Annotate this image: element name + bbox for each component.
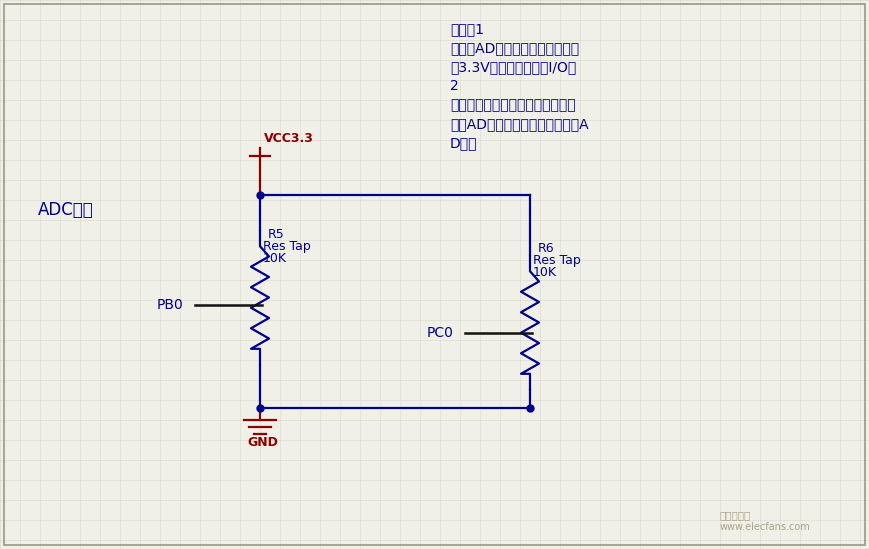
Text: Res Tap: Res Tap	[263, 240, 311, 253]
Text: www.elecfans.com: www.elecfans.com	[720, 522, 811, 532]
Text: 个的AD采样，也可以完成双通道A: 个的AD采样，也可以完成双通道A	[450, 117, 588, 131]
Text: R6: R6	[538, 242, 554, 255]
Text: 2: 2	[450, 79, 459, 93]
Text: 这里的AD采样电压最大値不能超: 这里的AD采样电压最大値不能超	[450, 41, 579, 55]
Text: 10K: 10K	[263, 252, 287, 265]
Text: R5: R5	[268, 228, 285, 241]
Text: D采样: D采样	[450, 136, 477, 150]
Text: 注意：1: 注意：1	[450, 22, 484, 36]
Text: GND: GND	[247, 436, 278, 449]
Text: 这里焊接了两个变阵器可以完成单: 这里焊接了两个变阵器可以完成单	[450, 98, 575, 112]
Text: 过3.3V，否则容易烧坏I/O口: 过3.3V，否则容易烧坏I/O口	[450, 60, 576, 74]
Text: VCC3.3: VCC3.3	[264, 132, 314, 145]
Text: ADC实验: ADC实验	[38, 201, 94, 219]
Text: Res Tap: Res Tap	[533, 254, 580, 267]
Text: 10K: 10K	[533, 266, 557, 279]
Text: PB0: PB0	[157, 298, 183, 312]
Text: PC0: PC0	[427, 326, 454, 340]
Text: 电子发发网: 电子发发网	[720, 510, 751, 520]
